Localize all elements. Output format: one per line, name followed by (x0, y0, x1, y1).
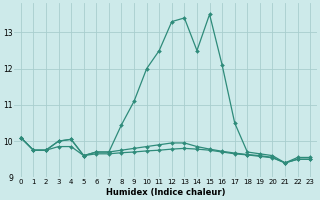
X-axis label: Humidex (Indice chaleur): Humidex (Indice chaleur) (106, 188, 225, 197)
